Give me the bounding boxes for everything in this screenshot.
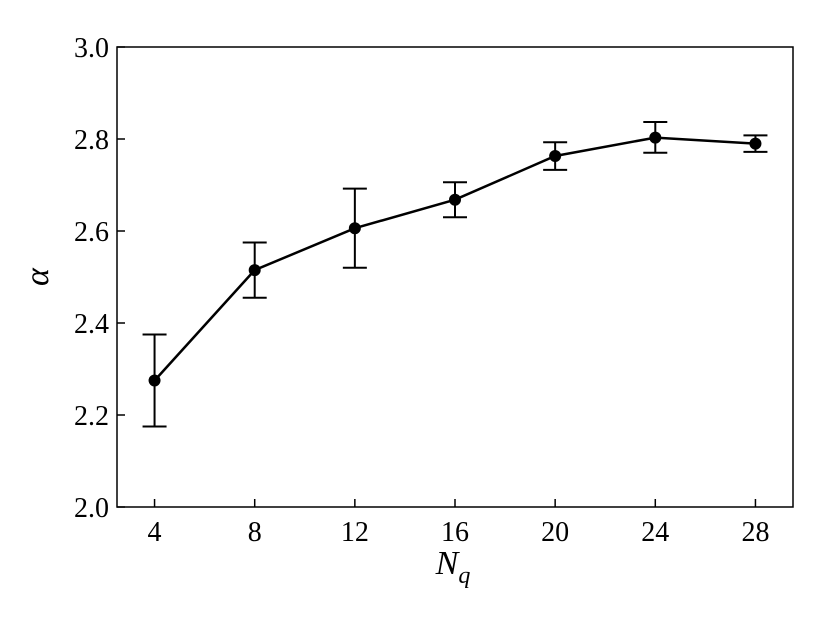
y-tick-label: 2.8 — [74, 125, 109, 156]
x-tick-label: 12 — [341, 517, 369, 548]
plot-frame — [116, 46, 794, 508]
y-tick-label: 2.4 — [74, 309, 109, 340]
data-point — [449, 193, 461, 206]
y-axis-ticks: 2.0 2.2 2.4 2.6 2.8 3.0 — [74, 33, 125, 524]
x-tick-label: 28 — [741, 517, 769, 548]
y-tick-label: 2.0 — [74, 493, 109, 524]
y-tick-label: 2.6 — [74, 217, 109, 248]
x-axis-label-subscript: q — [458, 563, 470, 589]
x-tick-label: 4 — [148, 517, 162, 548]
data-point — [549, 150, 562, 163]
x-tick-label: 8 — [248, 517, 262, 548]
data-point — [749, 137, 762, 150]
data-point — [649, 131, 662, 144]
series-line — [153, 136, 756, 382]
y-tick-label: 3.0 — [74, 33, 109, 64]
y-tick-label: 2.2 — [74, 401, 109, 432]
x-axis-ticks: 4 8 12 16 20 24 28 — [148, 499, 769, 548]
x-tick-label: 24 — [641, 517, 669, 548]
x-axis-label-main: N — [435, 545, 461, 582]
data-point — [348, 222, 361, 235]
data-point — [248, 264, 261, 277]
x-tick-label: 16 — [441, 517, 469, 548]
data-point — [148, 374, 161, 387]
x-tick-label: 20 — [541, 517, 569, 548]
error-bars — [142, 120, 768, 428]
y-axis-label: α — [19, 267, 56, 286]
data-points — [148, 131, 762, 387]
x-axis-label: Nq — [435, 545, 471, 589]
